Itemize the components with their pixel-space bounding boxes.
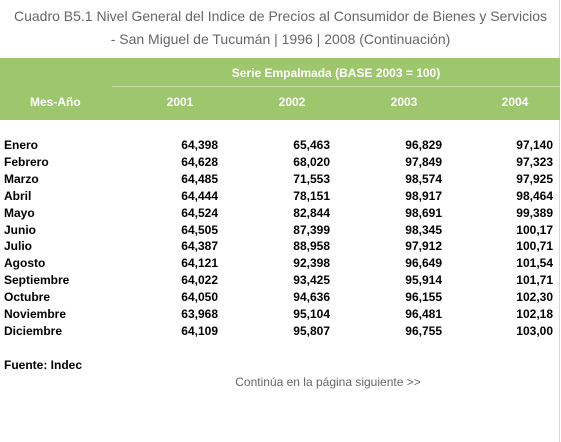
cell-value: 101,71 — [516, 273, 553, 288]
cell-value: 102,18 — [516, 307, 553, 321]
cell-value: 102,30 — [516, 290, 553, 305]
column-header: 2001 — [166, 95, 194, 109]
cell-value: 92,398 — [293, 256, 330, 271]
source: Fuente: Indec — [4, 358, 83, 372]
cell-value: 100,71 — [516, 239, 553, 254]
row-label: Octubre — [4, 290, 51, 305]
row-label: Agosto — [4, 256, 46, 271]
cell-value: 98,345 — [405, 222, 442, 237]
cell-value: 98,464 — [516, 188, 553, 203]
row-header: Mes-Año — [30, 95, 81, 109]
column-header: 2002 — [278, 95, 306, 109]
cell-value: 64,387 — [181, 239, 218, 254]
continue-note: Continúa en la página siguiente >> — [235, 375, 421, 389]
row-label: Diciembre — [4, 323, 63, 338]
row-label: Septiembre — [4, 273, 70, 288]
row-label: Julio — [4, 239, 33, 254]
group-header: Serie Empalmada (BASE 2003 = 100) — [231, 66, 441, 80]
cell-value: 95,914 — [405, 273, 442, 288]
cell-value: 88,958 — [293, 239, 330, 254]
column-header: 2003 — [390, 95, 418, 109]
column-header: 2004 — [501, 95, 529, 109]
cell-value: 94,636 — [293, 290, 330, 305]
cell-value: 96,481 — [405, 307, 442, 321]
cell-value: 82,844 — [293, 205, 330, 220]
cell-value: 63,968 — [181, 307, 218, 321]
cell-value: 97,140 — [516, 138, 553, 152]
cell-value: 64,505 — [181, 222, 218, 237]
cell-value: 95,807 — [293, 323, 330, 338]
cell-value: 101,54 — [516, 256, 553, 271]
cell-value: 71,553 — [293, 171, 330, 186]
cell-value: 68,020 — [293, 154, 330, 169]
cell-value: 100,17 — [516, 222, 553, 237]
header-band — [0, 58, 560, 120]
cell-value: 87,399 — [293, 222, 330, 237]
subtitle: - San Miguel de Tucumán | 1996 | 2008 (C… — [110, 31, 451, 47]
title: Cuadro B5.1 Nivel General del Indice de … — [13, 8, 548, 24]
cell-value: 64,398 — [181, 138, 218, 152]
cell-value: 93,425 — [293, 273, 330, 288]
row-label: Enero — [4, 138, 39, 152]
border — [559, 0, 560, 442]
cell-value: 78,151 — [293, 188, 330, 203]
cell-value: 97,912 — [405, 239, 442, 254]
row-label: Abril — [4, 188, 32, 203]
cell-value: 64,444 — [181, 188, 218, 203]
cell-value: 95,104 — [293, 307, 330, 321]
header-divider — [112, 86, 560, 87]
cell-value: 98,691 — [405, 205, 442, 220]
cell-value: 64,628 — [181, 154, 218, 169]
cell-value: 98,574 — [405, 171, 442, 186]
cell-value: 64,485 — [181, 171, 218, 186]
cell-value: 96,755 — [405, 323, 442, 338]
cell-value: 97,323 — [516, 154, 553, 169]
cell-value: 99,389 — [516, 205, 553, 220]
row-label: Marzo — [4, 171, 39, 186]
cell-value: 64,524 — [181, 205, 218, 220]
cell-value: 96,829 — [405, 138, 442, 152]
cell-value: 96,649 — [405, 256, 442, 271]
cell-value: 64,121 — [181, 256, 218, 271]
cell-value: 65,463 — [293, 138, 330, 152]
row-label: Noviembre — [4, 307, 67, 321]
cell-value: 97,849 — [405, 154, 442, 169]
cell-value: 103,00 — [516, 323, 553, 338]
cell-value: 96,155 — [405, 290, 442, 305]
cell-value: 64,050 — [181, 290, 218, 305]
cell-value: 97,925 — [516, 171, 553, 186]
row-label: Junio — [4, 222, 36, 237]
cell-value: 64,109 — [181, 323, 218, 338]
cell-value: 64,022 — [181, 273, 218, 288]
row-label: Mayo — [4, 205, 35, 220]
cell-value: 98,917 — [405, 188, 442, 203]
row-label: Febrero — [4, 154, 49, 169]
